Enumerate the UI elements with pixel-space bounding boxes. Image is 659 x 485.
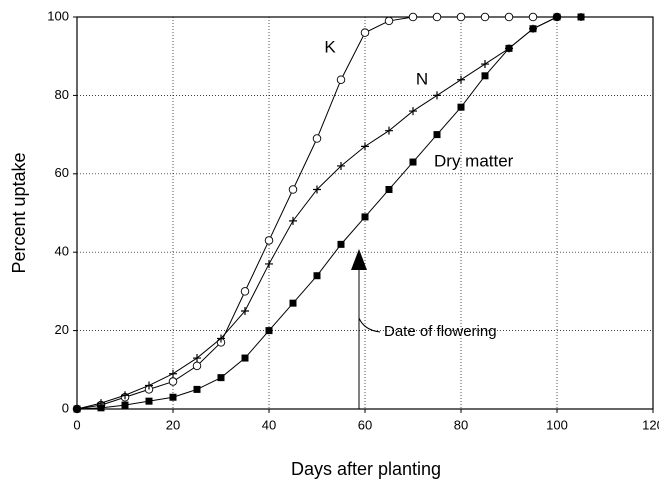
marker xyxy=(457,103,465,111)
marker xyxy=(433,91,441,100)
marker xyxy=(577,13,585,21)
marker xyxy=(432,12,442,22)
marker xyxy=(289,299,297,307)
marker xyxy=(121,401,129,409)
y-tick-label: 0 xyxy=(62,400,69,415)
annotation-leader xyxy=(358,266,381,409)
marker xyxy=(121,391,129,400)
y-tick-label: 20 xyxy=(55,322,69,337)
marker xyxy=(433,131,441,139)
y-tick-label: 80 xyxy=(55,87,69,102)
marker xyxy=(265,327,273,335)
marker xyxy=(289,216,297,225)
plot-frame xyxy=(76,16,654,410)
y-tick-label: 40 xyxy=(55,244,69,259)
marker xyxy=(409,158,417,166)
x-tick-label: 20 xyxy=(166,417,180,432)
marker xyxy=(361,142,369,151)
marker xyxy=(553,13,561,21)
y-axis-label: Percent uptake xyxy=(9,152,29,273)
marker xyxy=(193,354,201,363)
marker xyxy=(169,369,177,378)
marker xyxy=(288,185,298,194)
x-axis-label: Days after planting xyxy=(291,459,441,479)
marker xyxy=(145,381,153,390)
marker xyxy=(241,354,249,362)
y-tick-label: 100 xyxy=(47,8,69,23)
x-tick-label: 120 xyxy=(642,417,659,432)
marker xyxy=(385,185,393,193)
marker xyxy=(265,259,273,268)
marker xyxy=(385,126,393,135)
marker xyxy=(529,25,537,33)
marker xyxy=(408,12,418,22)
marker xyxy=(217,334,225,343)
marker xyxy=(168,377,178,386)
series-label: Dry matter xyxy=(434,151,514,170)
marker xyxy=(192,361,202,371)
x-tick-label: 0 xyxy=(73,417,80,432)
marker xyxy=(240,287,250,296)
marker xyxy=(241,307,249,315)
annotation-arrow xyxy=(351,249,367,270)
annotation: Date of flowering xyxy=(384,323,497,340)
marker xyxy=(457,75,465,84)
marker xyxy=(337,161,345,170)
marker xyxy=(217,374,225,382)
marker xyxy=(505,44,513,52)
series-label: K xyxy=(324,37,336,56)
marker xyxy=(313,272,321,280)
x-tick-label: 40 xyxy=(262,417,276,432)
marker xyxy=(169,393,177,401)
marker xyxy=(337,240,345,248)
marker xyxy=(360,28,370,37)
marker xyxy=(361,213,369,221)
y-tick-label: 60 xyxy=(55,165,69,180)
x-tick-label: 60 xyxy=(358,417,372,432)
marker xyxy=(480,12,490,22)
marker xyxy=(313,185,321,194)
marker xyxy=(384,16,394,26)
marker xyxy=(481,72,489,80)
marker xyxy=(456,12,466,22)
marker xyxy=(528,12,538,22)
series-label: N xyxy=(416,69,428,88)
marker xyxy=(264,236,274,245)
marker xyxy=(409,107,417,116)
x-tick-label: 100 xyxy=(546,417,568,432)
marker xyxy=(145,397,153,405)
marker xyxy=(481,60,489,69)
marker xyxy=(504,12,514,22)
series-line xyxy=(76,16,581,410)
x-tick-label: 80 xyxy=(454,417,468,432)
marker xyxy=(336,75,346,84)
marker xyxy=(73,405,81,413)
marker xyxy=(193,385,201,393)
marker xyxy=(97,404,105,412)
series-line xyxy=(76,16,581,410)
marker xyxy=(312,134,322,143)
